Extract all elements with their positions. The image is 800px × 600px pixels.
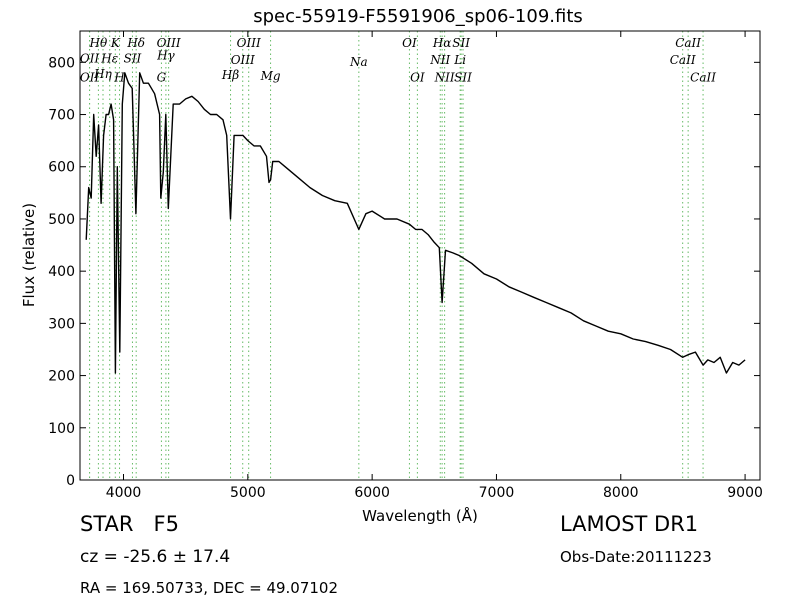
line-label: NII bbox=[434, 71, 455, 85]
y-tick-label: 300 bbox=[48, 316, 75, 332]
line-label: Na bbox=[349, 55, 368, 69]
line-label: CaII bbox=[690, 71, 716, 85]
line-label: OI bbox=[410, 71, 425, 85]
x-tick-label: 8000 bbox=[603, 485, 639, 501]
spectrum-line bbox=[85, 72, 746, 374]
line-label: G bbox=[157, 71, 167, 85]
line-label: SII bbox=[452, 36, 470, 50]
line-label: OI bbox=[402, 36, 417, 50]
ticks-layer: 4000 5000 6000 7000 8000 9000 0 100 200 300 400 500… bbox=[48, 31, 763, 501]
line-label: OIII bbox=[231, 53, 255, 67]
line-markers-layer bbox=[89, 31, 704, 480]
y-tick-label: 200 bbox=[48, 369, 75, 385]
y-tick-label: 0 bbox=[66, 473, 75, 489]
x-tick-label: 4000 bbox=[106, 485, 142, 501]
line-label: OII bbox=[80, 51, 100, 65]
y-tick-label: 700 bbox=[48, 108, 75, 124]
line-label: SII bbox=[454, 71, 472, 85]
line-label: OII bbox=[80, 71, 100, 85]
chart-title: spec-55919-F5591906_sp06-109.fits bbox=[253, 6, 583, 27]
observation-date-label: Obs-Date:20111223 bbox=[560, 548, 712, 566]
star-class-label: STAR F5 bbox=[80, 512, 179, 536]
x-tick-label: 9000 bbox=[727, 485, 763, 501]
line-label: CaII bbox=[670, 53, 696, 67]
coordinates-label: RA = 169.50733, DEC = 49.07102 bbox=[80, 579, 339, 597]
y-tick-label: 800 bbox=[48, 55, 75, 71]
line-label: OIII bbox=[157, 36, 181, 50]
series-layer bbox=[85, 72, 746, 374]
line-label: SII bbox=[124, 51, 142, 65]
line-label: OIII bbox=[237, 36, 261, 50]
line-label: Hβ bbox=[221, 68, 239, 82]
line-label: Hδ bbox=[126, 36, 145, 50]
x-tick-label: 7000 bbox=[479, 485, 515, 501]
line-label: Hε bbox=[100, 51, 118, 65]
line-label: Hα bbox=[432, 36, 452, 50]
plot-frame bbox=[79, 30, 761, 481]
line-label: Hθ bbox=[89, 36, 108, 50]
line-label: K bbox=[110, 36, 121, 50]
x-tick-label: 5000 bbox=[230, 485, 266, 501]
line-label: NII bbox=[429, 53, 450, 67]
line-label: Hη bbox=[93, 67, 112, 81]
y-tick-label: 400 bbox=[48, 264, 75, 280]
survey-label: LAMOST DR1 bbox=[560, 512, 699, 536]
line-labels-layer: OIIOIIHθHηHεKHSIIHδGHγOIIIHβOIIIOIIIMgNa… bbox=[80, 36, 716, 84]
y-tick-label: 600 bbox=[48, 160, 75, 176]
x-axis-label: Wavelength (Å) bbox=[362, 506, 478, 525]
line-label: H bbox=[113, 71, 125, 85]
line-label: Li bbox=[453, 53, 466, 67]
line-label: Mg bbox=[260, 69, 281, 83]
line-label: CaII bbox=[675, 36, 701, 50]
x-tick-label: 6000 bbox=[354, 485, 390, 501]
y-axis-label: Flux (relative) bbox=[20, 203, 38, 307]
y-tick-label: 500 bbox=[48, 212, 75, 228]
redshift-label: cz = -25.6 ± 17.4 bbox=[80, 547, 231, 567]
line-label: Hγ bbox=[156, 49, 175, 63]
y-tick-label: 100 bbox=[48, 421, 75, 437]
